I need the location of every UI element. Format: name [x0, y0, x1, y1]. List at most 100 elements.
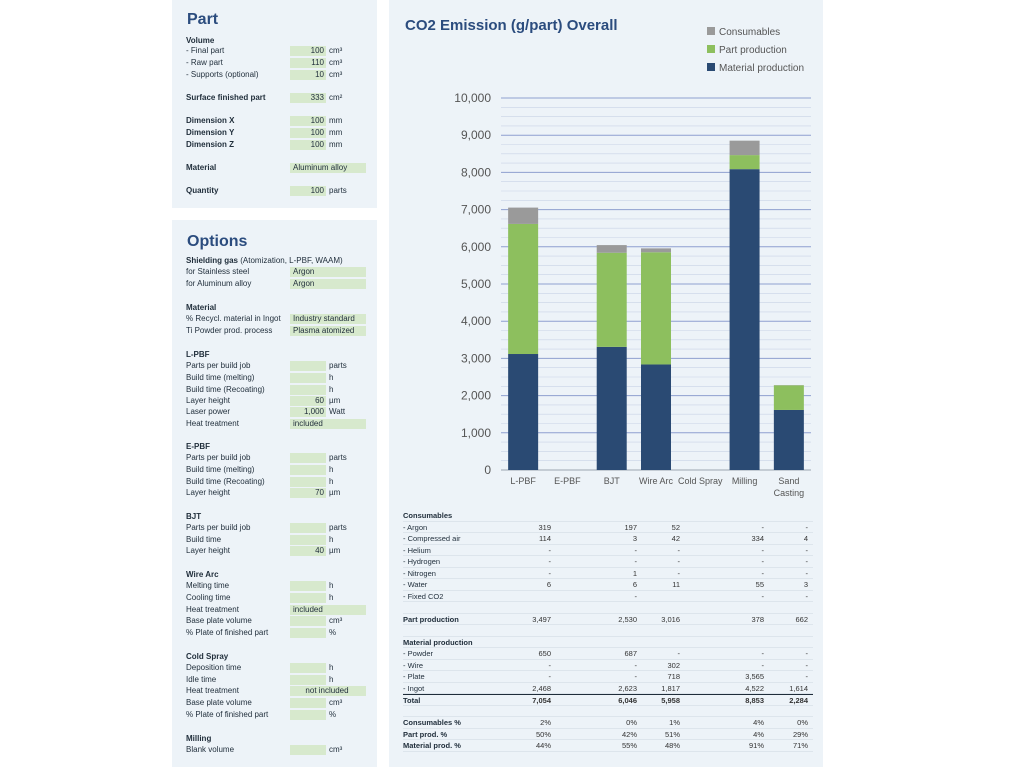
- raw-part-label: - Raw part: [186, 58, 223, 67]
- epbf-melting-input[interactable]: [290, 465, 326, 475]
- wa-cooling-input[interactable]: [290, 593, 326, 603]
- y-tick-label: 2,000: [461, 389, 491, 403]
- table-cell: 2%: [540, 718, 551, 727]
- bjt-parts-input[interactable]: [290, 523, 326, 533]
- wa-melting-input[interactable]: [290, 581, 326, 591]
- bar-bjt-consumables: [596, 245, 627, 253]
- bjt-heading: BJT: [186, 512, 202, 521]
- table-row: Total 7,054 6,046 5,958 8,853 2,284: [403, 694, 813, 706]
- table-cell: 197: [624, 522, 637, 532]
- final-part-input[interactable]: 100: [290, 46, 326, 56]
- wa-pct-input[interactable]: [290, 628, 326, 638]
- table-cell: -: [548, 545, 552, 555]
- epbf-parts-label: Parts per build job: [186, 453, 251, 462]
- shielding-stainless-select[interactable]: Argon: [290, 267, 366, 277]
- table-cell: 1,614: [789, 683, 808, 693]
- wa-heat-select[interactable]: included: [290, 605, 366, 615]
- cs-heat-label: Heat treatment: [186, 686, 239, 695]
- milling-blank-row: Blank volume cm³: [186, 745, 376, 755]
- table-row: [403, 602, 813, 614]
- table-cell: 44%: [535, 741, 551, 750]
- surface-row: Surface finished part 333 cm²: [186, 93, 376, 103]
- bjt-layer-input[interactable]: 40: [290, 546, 326, 556]
- lpbf-laser-label: Laser power: [186, 407, 231, 416]
- table-cell: -: [805, 545, 809, 555]
- y-tick-label: 0: [484, 463, 491, 477]
- row-label: - Wire: [403, 660, 423, 670]
- table-cell: 71%: [792, 741, 808, 750]
- dim-x-unit: mm: [329, 116, 343, 125]
- x-tick-label: L-PBF: [510, 476, 536, 486]
- lpbf-recoating-input[interactable]: [290, 385, 326, 395]
- cs-heat-select[interactable]: not included: [290, 686, 366, 696]
- epbf-recoating-input[interactable]: [290, 477, 326, 487]
- recycled-select[interactable]: Industry standard: [290, 314, 366, 324]
- supports-input[interactable]: 10: [290, 70, 326, 80]
- wa-pct-row: % Plate of finished part %: [186, 628, 376, 638]
- wa-heat-label: Heat treatment: [186, 605, 239, 614]
- row-label: - Nitrogen: [403, 568, 436, 578]
- lpbf-melting-input[interactable]: [290, 373, 326, 383]
- bjt-parts-unit: parts: [329, 523, 347, 532]
- bar-wire-arc-part-production: [641, 252, 671, 365]
- surface-input[interactable]: 333: [290, 93, 326, 103]
- lpbf-layer-input[interactable]: 60: [290, 396, 326, 406]
- lpbf-parts-input[interactable]: [290, 361, 326, 371]
- ti-powder-select[interactable]: Plasma atomized: [290, 326, 366, 336]
- milling-blank-input[interactable]: [290, 745, 326, 755]
- table-cell: 2,530: [618, 614, 637, 624]
- cold-spray-heading: Cold Spray: [186, 652, 229, 661]
- epbf-heading: E-PBF: [186, 442, 210, 451]
- legend-swatch-part-production: [707, 45, 715, 54]
- shielding-aluminum-select[interactable]: Argon: [290, 279, 366, 289]
- y-tick-label: 4,000: [461, 314, 491, 328]
- lpbf-heat-select[interactable]: included: [290, 419, 366, 429]
- epbf-recoating-row: Build time (Recoating) h: [186, 477, 376, 487]
- x-tick-label: Milling: [732, 476, 758, 486]
- raw-part-input[interactable]: 110: [290, 58, 326, 68]
- bar-l-pbf-part-production: [508, 223, 539, 355]
- epbf-parts-input[interactable]: [290, 453, 326, 463]
- cs-base-input[interactable]: [290, 698, 326, 708]
- row-label: Consumables %: [403, 718, 461, 727]
- chart-legend: Consumables Part production Material pro…: [707, 26, 804, 80]
- dim-z-input[interactable]: 100: [290, 140, 326, 150]
- table-cell: -: [805, 672, 809, 681]
- dim-x-input[interactable]: 100: [290, 116, 326, 126]
- volume-heading: Volume: [186, 36, 215, 45]
- cs-idle-input[interactable]: [290, 675, 326, 685]
- wa-base-input[interactable]: [290, 616, 326, 626]
- x-tick-label: Cold Spray: [678, 476, 723, 486]
- legend-swatch-material-production: [707, 63, 715, 72]
- lpbf-recoating-row: Build time (Recoating) h: [186, 385, 376, 395]
- wa-base-row: Base plate volume cm³: [186, 616, 376, 626]
- row-label: Total: [403, 696, 421, 705]
- lpbf-parts-label: Parts per build job: [186, 361, 251, 370]
- table-cell: 662: [795, 614, 808, 624]
- bjt-build-input[interactable]: [290, 535, 326, 545]
- table-cell: -: [677, 545, 681, 555]
- table-row: - Powder 650 687 - - -: [403, 648, 813, 660]
- table-cell: -: [548, 672, 552, 681]
- cs-pct-unit: %: [329, 710, 337, 719]
- table-row: Consumables: [403, 510, 813, 522]
- quantity-input[interactable]: 100: [290, 186, 326, 196]
- table-row: - Fixed CO2 - - -: [403, 591, 813, 602]
- bjt-layer-row: Layer height 40 µm: [186, 546, 376, 556]
- bjt-build-label: Build time: [186, 535, 222, 544]
- lpbf-parts-row: Parts per build job parts: [186, 361, 376, 371]
- cs-deposition-input[interactable]: [290, 663, 326, 673]
- shielding-note: (Atomization, L-PBF, WAAM): [240, 256, 343, 265]
- material-select[interactable]: Aluminum alloy: [290, 163, 366, 173]
- table-cell: 4%: [753, 718, 764, 727]
- epbf-layer-input[interactable]: 70: [290, 488, 326, 498]
- table-cell: 91%: [748, 741, 764, 750]
- shielding-aluminum-label: for Aluminum alloy: [186, 279, 252, 288]
- cs-pct-input[interactable]: [290, 710, 326, 720]
- cs-base-label: Base plate volume: [186, 698, 252, 707]
- table-cell: -: [805, 522, 809, 532]
- lpbf-layer-unit: µm: [329, 396, 341, 405]
- options-panel: Options Shielding gas (Atomization, L-PB…: [172, 220, 377, 767]
- dim-y-input[interactable]: 100: [290, 128, 326, 138]
- lpbf-laser-input[interactable]: 1,000: [290, 407, 326, 417]
